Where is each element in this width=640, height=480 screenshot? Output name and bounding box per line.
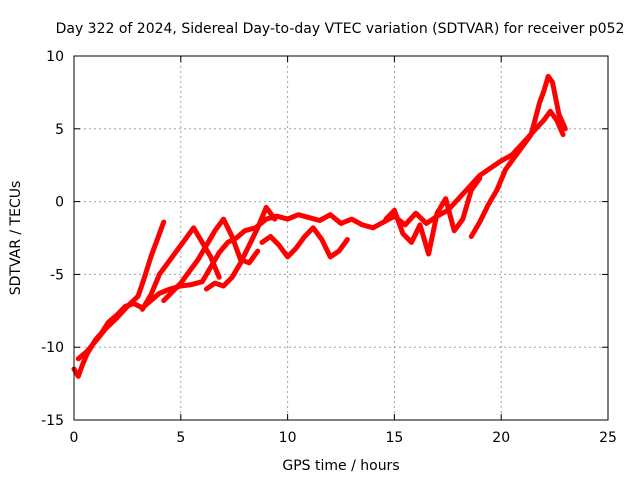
x-tick-label: 20 [492, 430, 510, 446]
x-tick-label: 10 [279, 430, 297, 446]
series-main-trend [71, 108, 566, 379]
y-tick-label: 10 [46, 49, 64, 65]
series-layer [71, 73, 568, 379]
x-tick-label: 0 [70, 430, 79, 446]
plot-frame [73, 55, 609, 421]
axis-ticks: 0 5 10 15 20 25 -15 -10 -5 0 5 10 [41, 49, 617, 446]
series-excursion-a [75, 219, 167, 362]
x-tick-label: 5 [176, 430, 185, 446]
y-tick-label: -5 [50, 267, 64, 283]
chart-title: Day 322 of 2024, Sidereal Day-to-day VTE… [56, 21, 625, 37]
series-excursion-f [383, 175, 483, 257]
y-tick-label: 5 [55, 122, 64, 138]
y-tick-label: 0 [55, 195, 64, 211]
series-excursion-e [259, 225, 350, 260]
y-tick-label: -10 [41, 340, 64, 356]
grid [74, 56, 608, 420]
y-tick-label: -15 [41, 413, 64, 429]
y-axis-label: SDTVAR / TECUs [8, 181, 24, 296]
series-excursion-d [203, 204, 278, 292]
series-excursion-g [468, 73, 568, 239]
x-tick-label: 25 [599, 430, 617, 446]
x-tick-label: 15 [385, 430, 403, 446]
x-axis-label: GPS time / hours [282, 458, 399, 474]
